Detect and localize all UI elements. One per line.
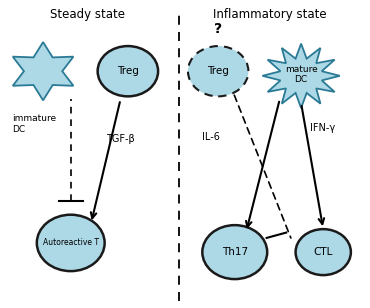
Text: IL-6: IL-6 — [202, 132, 219, 142]
Circle shape — [37, 215, 105, 271]
Text: Th17: Th17 — [222, 247, 248, 257]
Text: Steady state: Steady state — [50, 8, 125, 21]
Text: Treg: Treg — [117, 66, 139, 76]
Text: Treg: Treg — [207, 66, 229, 76]
Text: CTL: CTL — [313, 247, 333, 257]
Text: Inflammatory state: Inflammatory state — [213, 8, 327, 21]
Circle shape — [202, 225, 267, 279]
Circle shape — [188, 46, 248, 96]
Circle shape — [296, 229, 351, 275]
Text: IFN-γ: IFN-γ — [310, 123, 336, 133]
Polygon shape — [13, 42, 73, 100]
Text: mature
DC: mature DC — [285, 65, 317, 84]
Polygon shape — [262, 44, 340, 108]
Circle shape — [98, 46, 158, 96]
Text: immature
DC: immature DC — [12, 114, 56, 134]
Text: ?: ? — [214, 22, 222, 36]
Text: Autoreactive T: Autoreactive T — [43, 238, 99, 247]
Text: TGF-β: TGF-β — [106, 134, 135, 144]
